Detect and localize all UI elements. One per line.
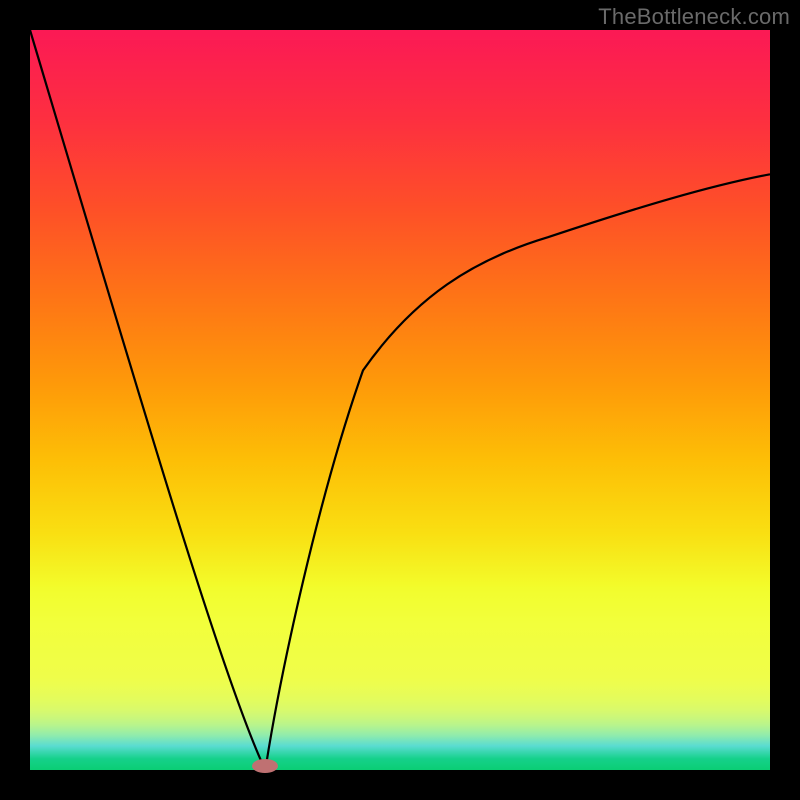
bottleneck-chart (0, 0, 800, 800)
chart-frame: TheBottleneck.com (0, 0, 800, 800)
vertex-marker (252, 759, 278, 773)
watermark-text: TheBottleneck.com (598, 4, 790, 30)
